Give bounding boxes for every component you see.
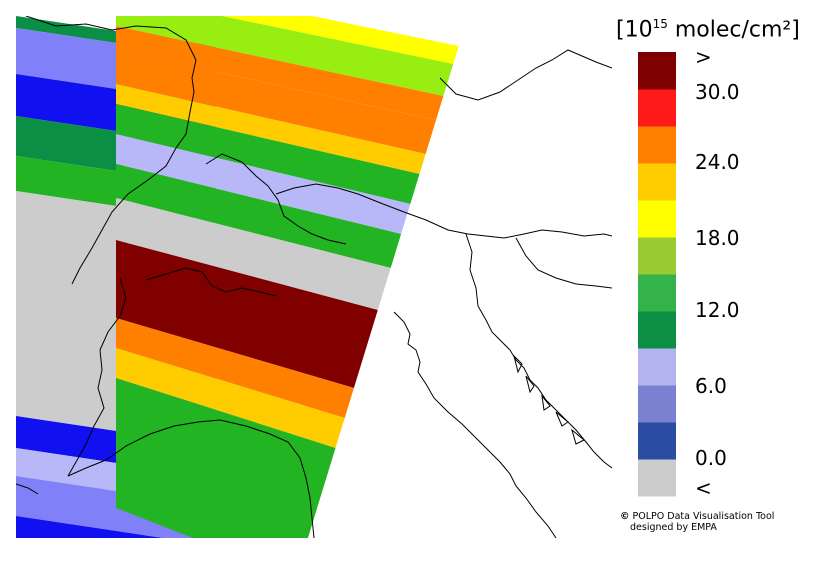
alps-border-east	[275, 183, 405, 213]
bosnia-border	[515, 237, 612, 289]
colorbar-segment	[638, 52, 676, 90]
swath-band-east	[116, 134, 411, 234]
credit-text: © POLPO Data Visualisation Tool designed…	[620, 511, 774, 533]
colorbar-segment	[638, 311, 676, 349]
colorbar-segment	[638, 422, 676, 460]
france-italy-border	[67, 277, 127, 477]
swath-band-west	[16, 516, 163, 538]
swath-band-east	[116, 318, 354, 418]
legend-label-30: 30.0	[695, 80, 740, 104]
legend-title-exponent: 15	[652, 17, 668, 31]
austria-north-border	[439, 49, 612, 101]
legend-label-below: <	[695, 476, 712, 500]
legend-label-18: 18.0	[695, 226, 740, 250]
legend-label-above: >	[695, 45, 712, 69]
swath-band-east	[116, 378, 336, 538]
satellite-swath-map	[16, 16, 612, 538]
swath-band-east	[222, 16, 459, 64]
colorbar-segment	[638, 126, 676, 164]
legend-title-suffix: molec/cm²]	[667, 17, 800, 43]
legend-label-12: 12.0	[695, 298, 740, 322]
swath-band-east	[116, 348, 345, 448]
legend-label-0: 0.0	[695, 446, 727, 470]
swath-band-east	[116, 16, 454, 96]
italy-swiss-border	[205, 153, 347, 245]
swath-band-east	[116, 198, 391, 310]
eastern-borders	[403, 211, 612, 239]
istria-islands	[513, 354, 585, 445]
dalmatian-coast	[477, 305, 612, 469]
croatia-border	[465, 233, 479, 307]
swath-band-east	[116, 104, 420, 204]
legend-title: [1015 molec/cm²]	[616, 4, 811, 44]
swath-band-east	[116, 84, 426, 174]
credit-line-1: POLPO Data Visualisation Tool	[632, 511, 775, 522]
swath-band-east	[116, 240, 378, 388]
legend-label-24: 24.0	[695, 150, 740, 174]
no-data-area	[308, 16, 612, 538]
legend-title-prefix: [10	[616, 17, 653, 43]
ligurian-coast	[67, 419, 315, 538]
colorbar-segment	[638, 200, 676, 238]
colorbar-segment	[638, 237, 676, 275]
italy-adriatic-coast	[393, 311, 557, 538]
colorbar-segment	[638, 89, 676, 127]
swath-band-east	[116, 50, 437, 154]
copyright-symbol: ©	[620, 511, 630, 522]
corsica-top	[16, 483, 39, 495]
credit-line-2: designed by EMPA	[630, 522, 717, 533]
legend-label-6: 6.0	[695, 374, 727, 398]
colorbar-segment	[638, 163, 676, 201]
south-tyrol-border	[145, 267, 277, 297]
colorbar-segment	[638, 459, 676, 497]
colorbar-segment	[638, 385, 676, 423]
coastlines-and-borders	[16, 16, 612, 538]
swath-band-east	[116, 26, 444, 120]
swath-bands	[16, 16, 612, 538]
map-panel	[16, 16, 612, 538]
swiss-border	[25, 16, 197, 285]
colorbar-segment	[638, 274, 676, 312]
swath-band-east	[116, 164, 402, 268]
colorbar-segment	[638, 348, 676, 386]
